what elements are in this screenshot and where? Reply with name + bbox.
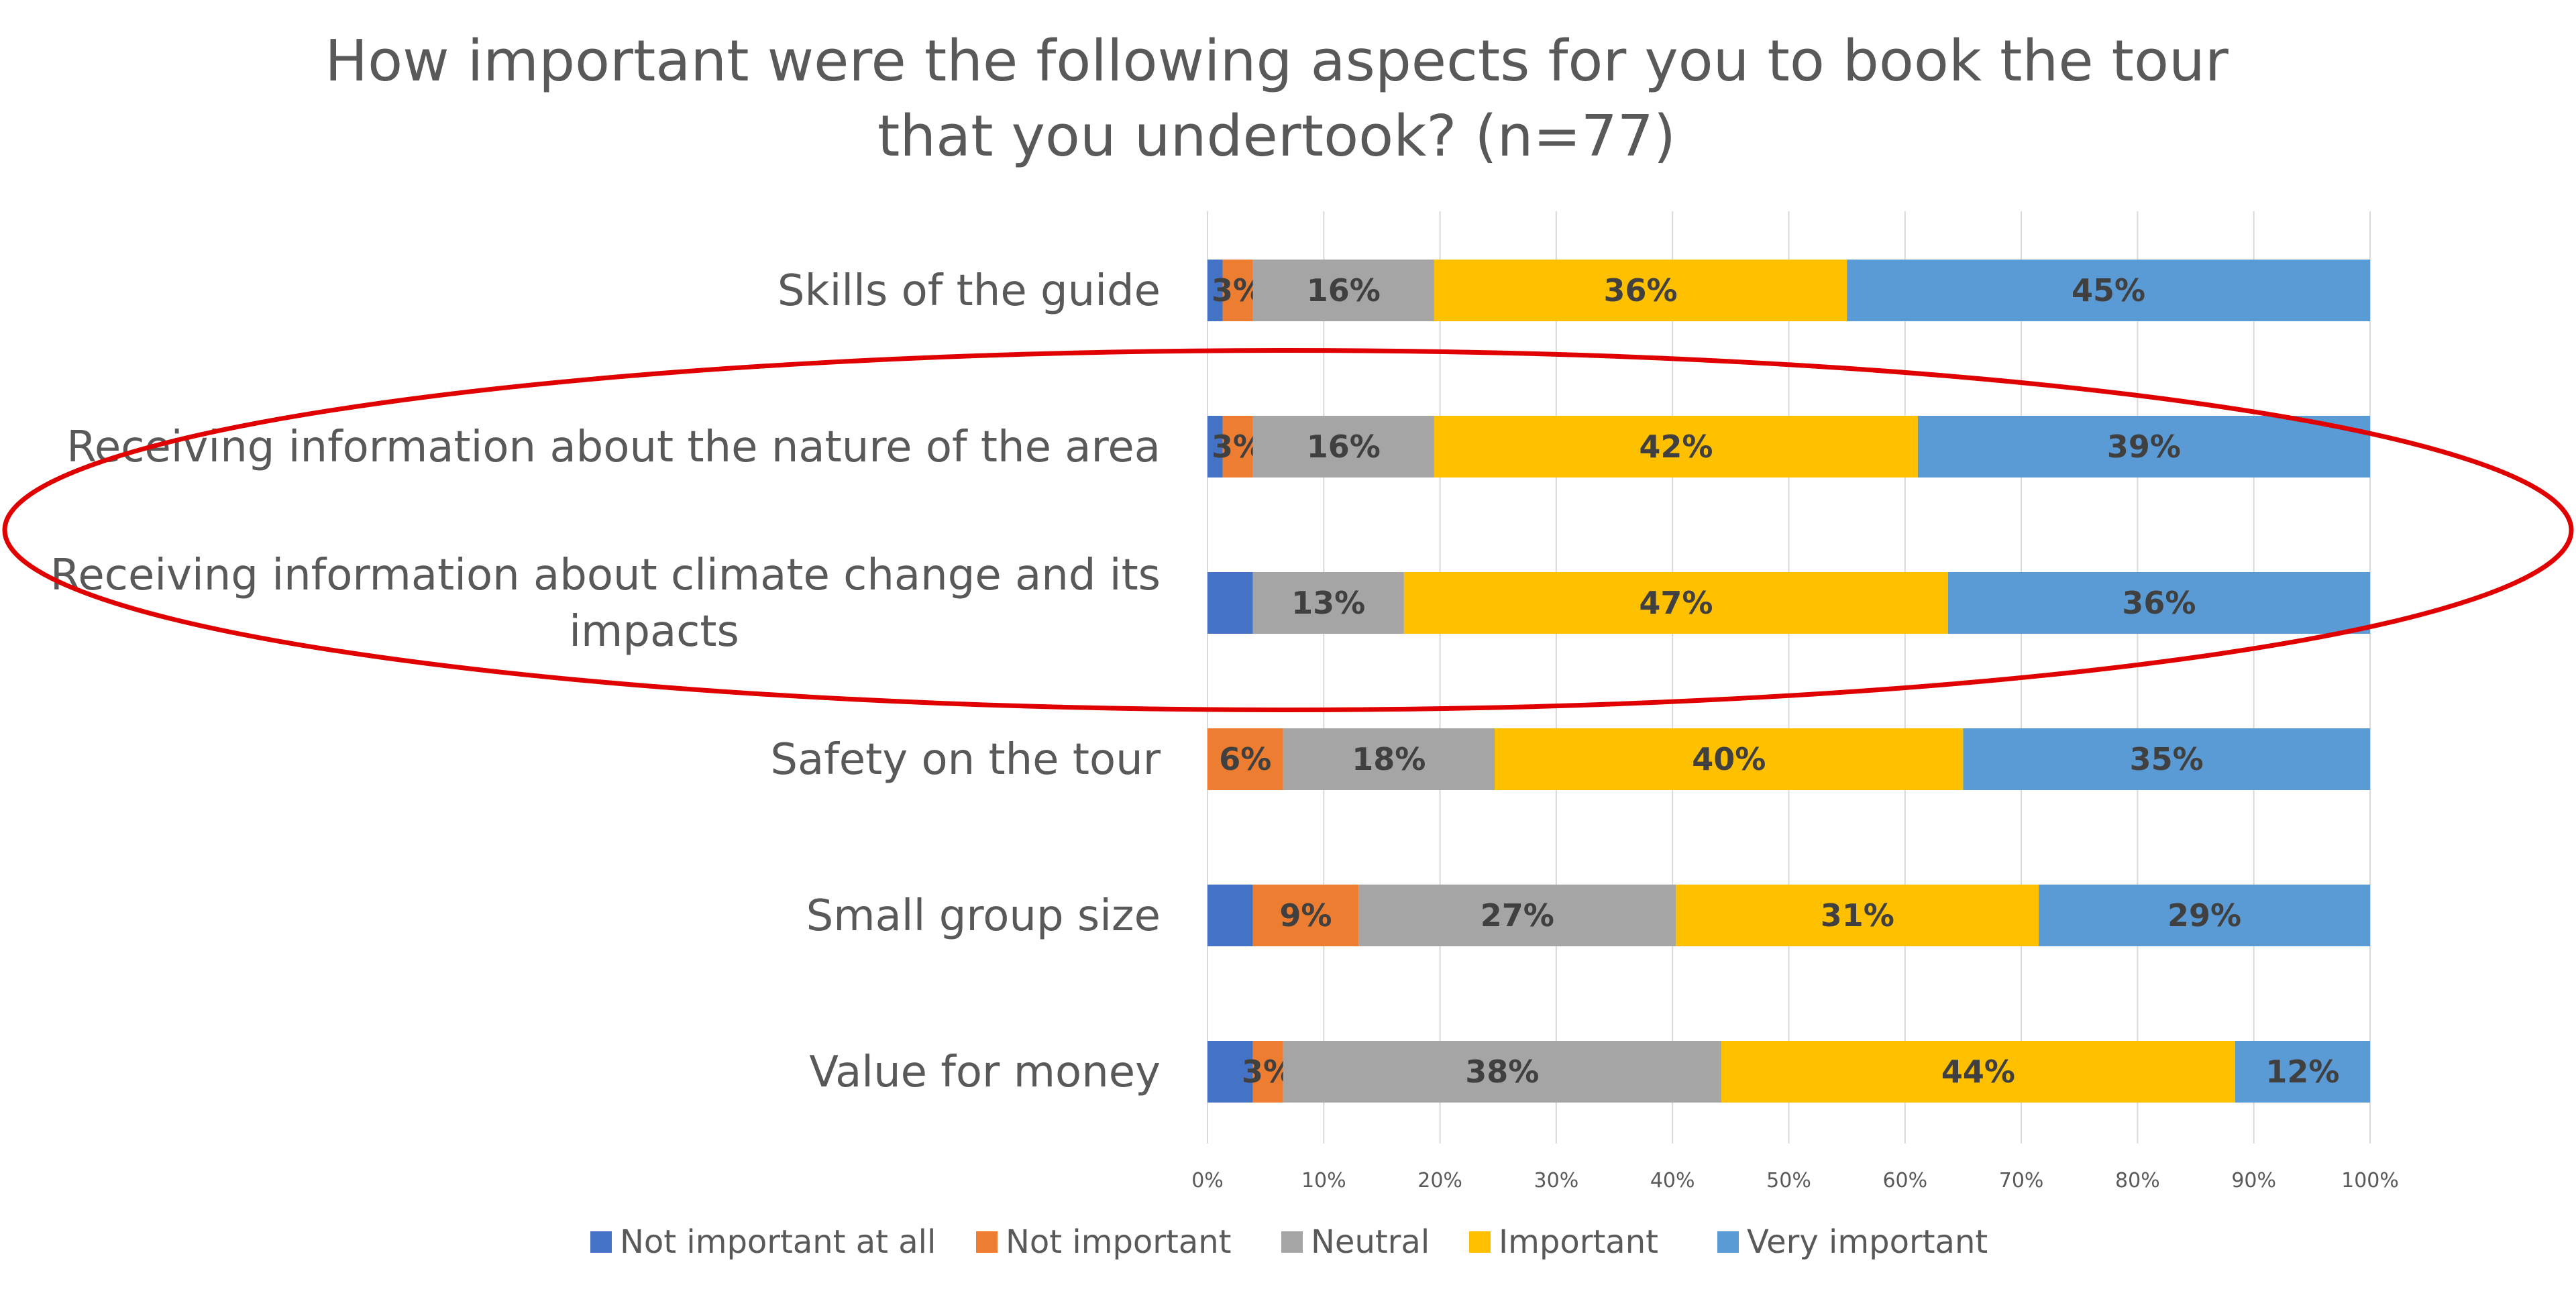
data-label: 16%	[1307, 429, 1381, 465]
bar-segment	[1252, 885, 1359, 946]
data-label: 16%	[1307, 272, 1381, 308]
category-labels: Skills of the guide Receiving information…	[50, 266, 1161, 1097]
highlight-ellipse	[2, 348, 2574, 712]
legend-swatch	[1717, 1231, 1739, 1253]
title-line-2: that you undertook? (n=77)	[877, 103, 1676, 170]
bar-segment	[1222, 260, 1253, 321]
bar-segment	[1208, 260, 1223, 321]
bar-segment	[1252, 260, 1434, 321]
bar-segment	[1252, 572, 1404, 634]
data-label: 36%	[2122, 585, 2196, 621]
category-label: Safety on the tour	[770, 735, 1161, 785]
data-label: 45%	[2072, 272, 2145, 308]
bar-segment	[1208, 885, 1253, 946]
legend-label: Not important	[1006, 1223, 1232, 1261]
data-label: 9%	[1279, 897, 1332, 934]
x-tick-label: 80%	[2115, 1169, 2160, 1192]
data-label: 18%	[1352, 741, 1426, 777]
x-tick-label: 30%	[1534, 1169, 1579, 1192]
bar-segment	[1283, 728, 1495, 790]
legend-label: Neutral	[1311, 1223, 1430, 1261]
x-tick-label: 70%	[1999, 1169, 2044, 1192]
legend-item: Important	[1469, 1223, 1658, 1261]
bar-segment	[1847, 260, 2370, 321]
bar-segment	[2039, 885, 2370, 946]
legend-swatch	[1281, 1231, 1303, 1253]
data-label: 42%	[1639, 429, 1713, 465]
bar-segment	[2235, 1041, 2370, 1103]
data-label: 38%	[1465, 1054, 1539, 1090]
x-tick-label: 50%	[1766, 1169, 1811, 1192]
bar-segment	[1252, 1041, 1283, 1103]
bar-segment	[1208, 416, 1223, 478]
bar-segment	[1434, 416, 1918, 478]
bars: 3% 16% 36% 45%3% 16% 42% 39%13% 47% 36%6% 18% 40% 3…	[1208, 260, 2370, 1103]
category-label: Receiving information about the nature o…	[66, 423, 1161, 472]
legend-label: Very important	[1747, 1223, 1988, 1261]
x-tick-label: 10%	[1301, 1169, 1346, 1192]
title-line-1: How important were the following aspects…	[325, 28, 2229, 95]
legend-swatch	[590, 1231, 612, 1253]
bar-segment	[1721, 1041, 2235, 1103]
chart-title: How important were the following aspects…	[325, 28, 2229, 170]
bar-segment	[1208, 1041, 1253, 1103]
category-label: Receiving information about climate chan…	[50, 551, 1161, 657]
bar-segment	[1283, 1041, 1721, 1103]
bar-segment	[1358, 885, 1676, 946]
bar-segment	[1495, 728, 1964, 790]
x-tick-label: 20%	[1417, 1169, 1462, 1192]
bar-segment	[1222, 416, 1253, 478]
data-label: 39%	[2107, 429, 2181, 465]
legend-item: Not important at all	[590, 1223, 936, 1261]
x-axis-ticks: 0% 10% 20% 30% 40% 50% 60% 70% 80% 90% 100%	[1191, 1169, 2399, 1192]
x-tick-label: 0%	[1191, 1169, 1224, 1192]
data-label: 40%	[1692, 741, 1766, 777]
data-label: 47%	[1639, 585, 1713, 621]
bar-segment	[1208, 572, 1253, 634]
legend: Not important at all Not important Neutral…	[590, 1223, 1988, 1261]
x-tick-label: 100%	[2341, 1169, 2399, 1192]
data-label: 36%	[1603, 272, 1677, 308]
category-label: Value for money	[809, 1048, 1161, 1097]
bar-segment	[1963, 728, 2370, 790]
bar-segment	[1917, 416, 2370, 478]
data-label: 6%	[1219, 741, 1271, 777]
legend-item: Very important	[1717, 1223, 1988, 1261]
category-label: Skills of the guide	[777, 266, 1161, 316]
x-tick-label: 90%	[2231, 1169, 2276, 1192]
legend-swatch	[1469, 1231, 1491, 1253]
data-label: 44%	[1941, 1054, 2015, 1090]
highlight-annotation	[2, 348, 2574, 712]
legend-label: Not important at all	[620, 1223, 936, 1261]
legend-item: Neutral	[1281, 1223, 1430, 1261]
bar-segment	[1434, 260, 1847, 321]
legend-swatch	[976, 1231, 998, 1253]
x-tick-label: 60%	[1882, 1169, 1927, 1192]
data-label: 31%	[1821, 897, 1894, 934]
x-tick-label: 40%	[1650, 1169, 1695, 1192]
legend-item: Not important	[976, 1223, 1232, 1261]
bar-segment	[1676, 885, 2039, 946]
bar-segment	[1947, 572, 2370, 634]
bar-segment	[1208, 728, 1283, 790]
data-label: 12%	[2265, 1054, 2339, 1090]
data-label: 27%	[1481, 897, 1554, 934]
category-label: Small group size	[806, 891, 1161, 941]
data-label: 29%	[2167, 897, 2241, 934]
bar-segment	[1252, 416, 1434, 478]
legend-label: Important	[1499, 1223, 1658, 1261]
data-label: 13%	[1291, 585, 1365, 621]
data-label: 35%	[2130, 741, 2204, 777]
bar-segment	[1403, 572, 1948, 634]
